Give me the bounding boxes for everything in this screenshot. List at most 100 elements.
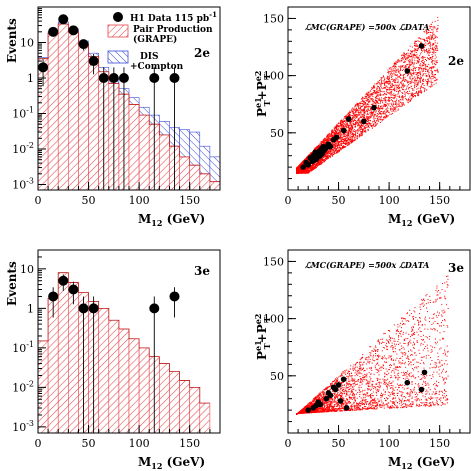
mc-point [421, 86, 423, 88]
mc-point [388, 111, 390, 113]
mc-point [370, 114, 372, 116]
mc-point [391, 79, 393, 81]
mc-point [401, 105, 403, 107]
mc-point [370, 98, 372, 100]
mc-point [375, 100, 377, 102]
mc-point [351, 140, 353, 142]
mc-point [402, 74, 404, 76]
mc-point [342, 146, 344, 148]
mc-point [415, 85, 417, 87]
mc-point [431, 75, 433, 77]
mc-point [404, 79, 406, 81]
mc-point [394, 66, 396, 68]
mc-point [356, 136, 358, 138]
mc-point [338, 148, 340, 150]
mc-point [386, 116, 388, 118]
mc-point [317, 163, 319, 165]
mc-point [362, 97, 364, 99]
mc-point [434, 20, 436, 22]
mc-point [428, 37, 430, 39]
mc-point [367, 100, 369, 102]
mc-point [384, 87, 386, 89]
mc-point [327, 135, 329, 137]
mc-point [345, 142, 347, 144]
mc-point [353, 120, 355, 122]
mc-point [361, 116, 363, 118]
mc-point [389, 82, 391, 84]
mc-point [349, 122, 351, 124]
mc-point [393, 79, 395, 81]
mc-point [391, 66, 393, 68]
mc-point [408, 61, 410, 63]
mc-point [378, 110, 380, 112]
mc-point [418, 90, 420, 92]
mc-point [362, 115, 364, 117]
mc-point [420, 90, 422, 92]
mc-point [436, 60, 438, 62]
mc-point [303, 159, 305, 161]
mc-point [418, 60, 420, 62]
mc-point [298, 171, 300, 173]
mc-point [372, 124, 374, 126]
mc-point [369, 118, 371, 120]
mc-point [429, 41, 431, 43]
mc-point [348, 136, 350, 138]
mc-point [325, 155, 327, 157]
mc-point [365, 123, 367, 125]
mc-point [395, 96, 397, 98]
mc-point [414, 79, 416, 81]
mc-point [411, 52, 413, 54]
mc-point [416, 84, 418, 86]
mc-point [376, 107, 378, 109]
mc-point [378, 90, 380, 92]
mc-point [395, 94, 397, 96]
mc-point [343, 132, 345, 134]
mc-point [395, 66, 397, 68]
mc-point [415, 55, 417, 57]
mc-point [437, 25, 439, 27]
mc-point [330, 153, 332, 155]
mc-point [370, 116, 372, 118]
mc-point [404, 80, 406, 82]
mc-point [373, 112, 375, 114]
mc-point [305, 171, 307, 173]
mc-point [338, 125, 340, 127]
mc-point [435, 70, 437, 72]
mc-point [347, 124, 349, 126]
mc-point [424, 51, 426, 53]
mc-point [431, 37, 433, 39]
mc-point [340, 148, 342, 150]
mc-point [406, 63, 408, 65]
mc-point [365, 96, 367, 98]
mc-point [367, 91, 369, 93]
mc-point [344, 117, 346, 119]
mc-point [340, 144, 342, 146]
mc-point [343, 145, 345, 147]
mc-point [400, 60, 402, 62]
mc-point [332, 134, 334, 136]
mc-point [436, 47, 438, 49]
mc-point [373, 101, 375, 103]
mc-point [381, 108, 383, 110]
mc-point [432, 47, 434, 49]
mc-point [340, 136, 342, 138]
mc-point [366, 124, 368, 126]
mc-point [436, 42, 438, 44]
mc-point [394, 89, 396, 91]
mc-point [384, 113, 386, 115]
mc-point [334, 142, 336, 144]
mc-point [399, 96, 401, 98]
mc-point [409, 55, 411, 57]
mc-point [347, 144, 349, 146]
mc-point [329, 151, 331, 153]
mc-point [432, 38, 434, 40]
mc-point [415, 84, 417, 86]
mc-point [411, 46, 413, 48]
mc-point [346, 135, 348, 137]
mc-point [351, 139, 353, 141]
mc-point [409, 96, 411, 98]
mc-point [341, 133, 343, 135]
mc-point [373, 120, 375, 122]
mc-point [405, 89, 407, 91]
mc-point [418, 61, 420, 63]
